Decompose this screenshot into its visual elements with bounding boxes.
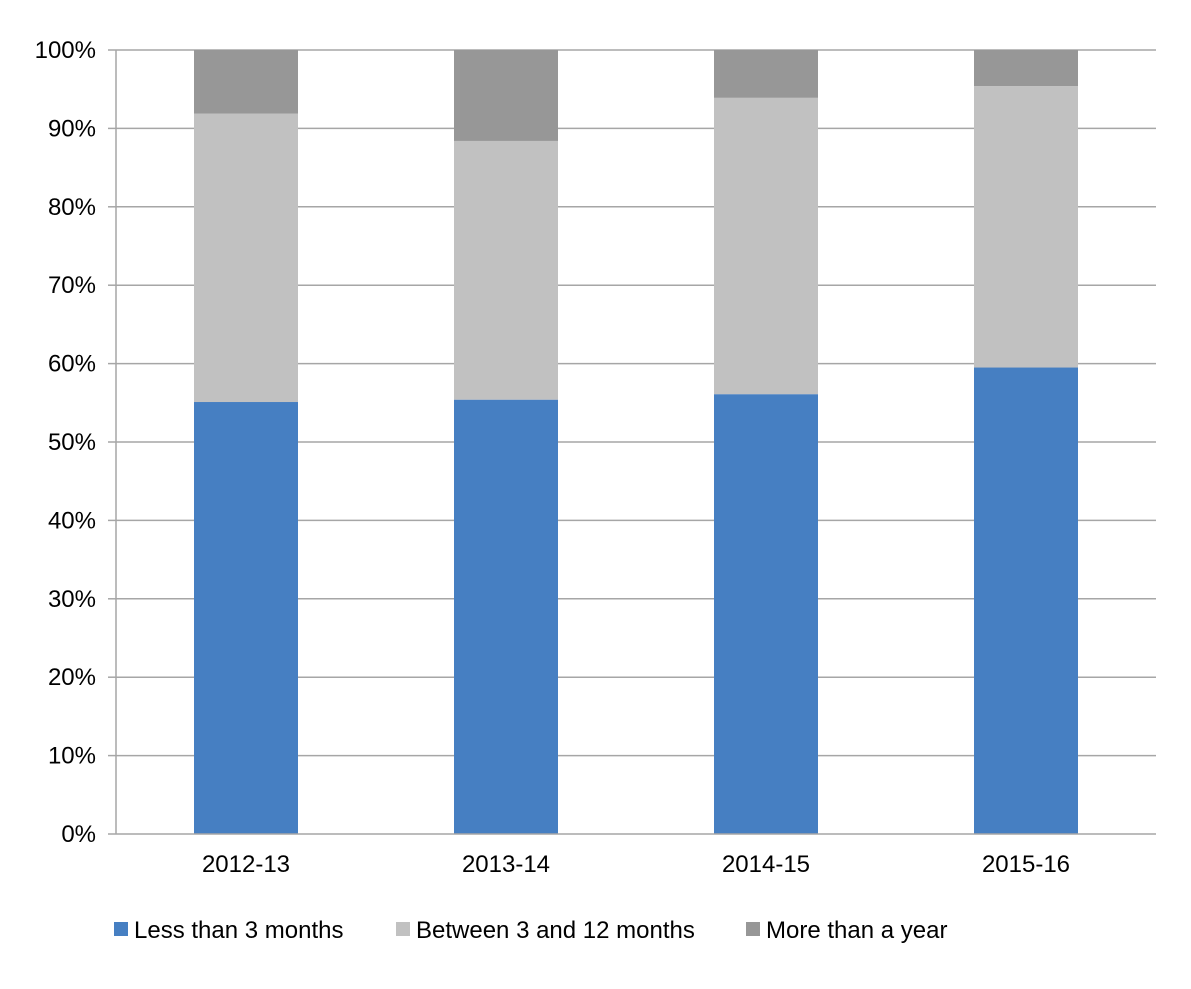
bar-segment: [714, 394, 818, 834]
bar-segment: [454, 50, 558, 141]
y-tick-label: 60%: [48, 351, 96, 378]
legend-label: Less than 3 months: [134, 917, 343, 944]
bar-segment: [974, 86, 1078, 368]
x-tick-label: 2015-16: [982, 851, 1070, 878]
x-tick-label: 2012-13: [202, 851, 290, 878]
bar-segment: [194, 402, 298, 834]
bar-segment: [714, 50, 818, 98]
axes: 0% 10% 20% 30% 40% 50% 60% 70% 80% 90% 100% 2012-13…: [35, 37, 1156, 878]
bar-segment: [974, 367, 1078, 834]
y-tick-label: 50%: [48, 429, 96, 456]
x-tick-label: 2013-14: [462, 851, 550, 878]
bar-segment: [194, 50, 298, 114]
bar-segment: [714, 97, 818, 395]
bar-segment: [454, 399, 558, 834]
legend-label: More than a year: [766, 917, 947, 944]
y-tick-label: 20%: [48, 664, 96, 691]
legend-swatch: [746, 922, 760, 936]
bar-segment: [194, 113, 298, 403]
bar-segment: [974, 50, 1078, 87]
legend: Less than 3 months Between 3 and 12 month…: [114, 917, 947, 944]
y-tick-label: 0%: [61, 821, 96, 848]
legend-swatch: [396, 922, 410, 936]
y-tick-label: 30%: [48, 586, 96, 613]
y-tick-label: 80%: [48, 194, 96, 221]
legend-label: Between 3 and 12 months: [416, 917, 695, 944]
y-tick-label: 70%: [48, 272, 96, 299]
legend-swatch: [114, 922, 128, 936]
y-tick-label: 10%: [48, 743, 96, 770]
y-tick-label: 100%: [35, 37, 96, 64]
x-tick-label: 2014-15: [722, 851, 810, 878]
y-tick-label: 40%: [48, 507, 96, 534]
bars: [194, 50, 1078, 834]
y-tick-label: 90%: [48, 115, 96, 142]
bar-segment: [454, 140, 558, 400]
